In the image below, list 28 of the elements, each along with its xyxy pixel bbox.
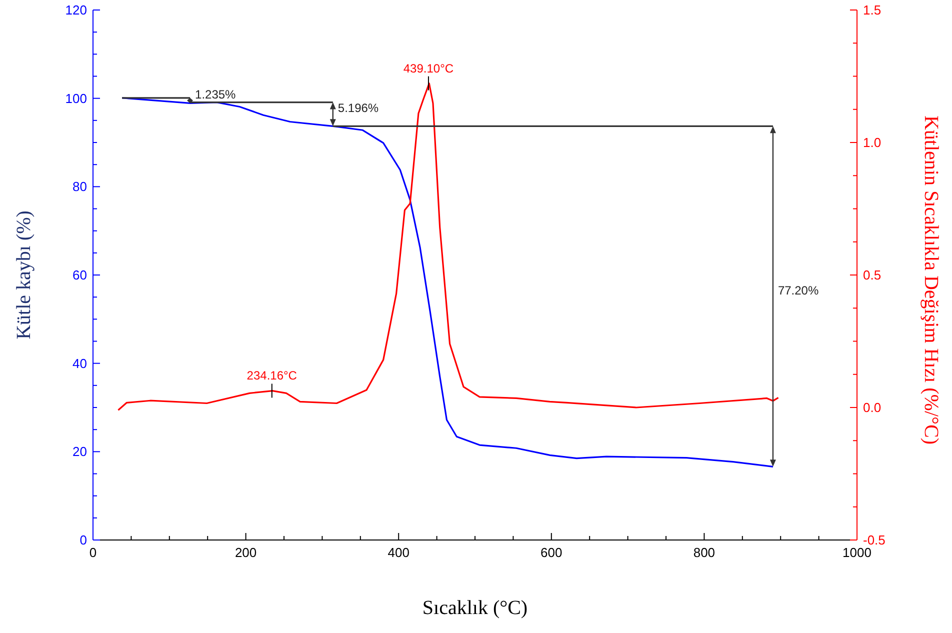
annotation: 439.10°C: [403, 61, 454, 76]
y2-tick-label: 0.5: [863, 268, 882, 282]
x-tick-label: 400: [388, 545, 410, 560]
y-tick-label: 80: [72, 179, 87, 194]
annotation: 234.16°C: [246, 368, 298, 383]
x-tick-label: 1000: [842, 545, 872, 560]
x-tick-label: 600: [540, 545, 562, 560]
x-axis-title: Sıcaklık (°C): [422, 597, 528, 619]
y2-tick-label: -0.5: [863, 532, 886, 548]
y-tick-label: 40: [72, 356, 87, 371]
y-tick-label: 20: [72, 444, 87, 460]
y2-axis-title: Kütlenin Sıcaklıkla Değişim Hızı (%/°C): [920, 115, 942, 445]
y-tick-label: 60: [72, 268, 87, 282]
y-axis-title: Kütle kaybı (%): [13, 210, 35, 340]
y2-tick-label: 1.5: [863, 2, 882, 18]
y-tick-label: 100: [65, 90, 87, 106]
line-series: [121, 97, 774, 468]
annotation: 5.196%: [338, 101, 379, 116]
annotation: 1.235%: [195, 88, 236, 102]
y2-tick-label: 1.0: [863, 135, 882, 150]
line-series: [117, 82, 780, 411]
x-tick-label: 800: [693, 545, 716, 560]
y2-tick-label: 0.0: [863, 400, 882, 415]
x-tick-label: 0: [89, 545, 97, 560]
x-tick-label: 200: [234, 545, 257, 560]
y-tick-label: 120: [65, 2, 87, 18]
y-tick-label: 0: [80, 532, 87, 548]
annotation: 77.20%: [778, 283, 819, 298]
